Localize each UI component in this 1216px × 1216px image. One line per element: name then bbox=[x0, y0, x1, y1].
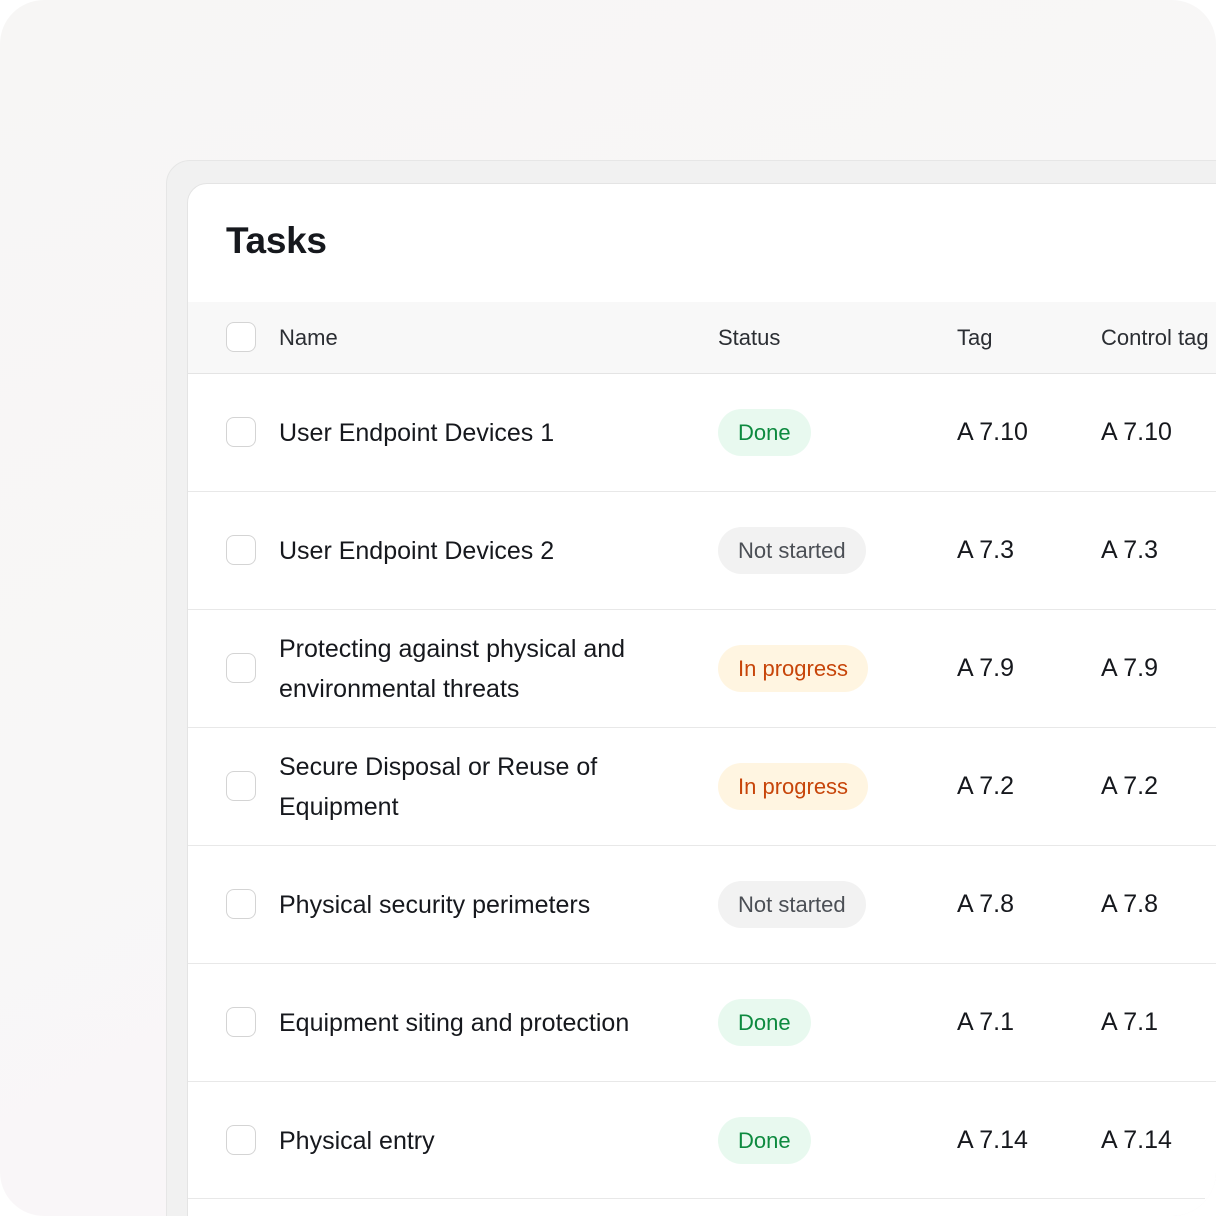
select-all-checkbox[interactable] bbox=[226, 322, 256, 352]
task-name[interactable]: Protecting against physical and environm… bbox=[279, 634, 626, 703]
task-tag: A 7.8 bbox=[957, 890, 1014, 918]
task-tag: A 7.9 bbox=[957, 654, 1014, 682]
row-checkbox[interactable] bbox=[226, 1125, 256, 1155]
table-row[interactable]: Equipment siting and protection Done A 7… bbox=[188, 964, 1216, 1082]
task-tag: A 7.2 bbox=[957, 772, 1014, 800]
table-divider bbox=[188, 1198, 1205, 1199]
column-header-control-tag[interactable]: Control tag bbox=[1101, 325, 1209, 350]
page-title: Tasks bbox=[226, 220, 327, 261]
task-control-tag: A 7.1 bbox=[1101, 1008, 1158, 1036]
status-badge: In progress bbox=[718, 763, 869, 810]
task-name[interactable]: Physical security perimeters bbox=[279, 890, 591, 919]
status-badge: Not started bbox=[718, 881, 866, 928]
task-name[interactable]: User Endpoint Devices 2 bbox=[279, 536, 555, 565]
task-list: User Endpoint Devices 1 Done A 7.10 A 7.… bbox=[188, 374, 1216, 1199]
status-badge: Done bbox=[718, 1117, 811, 1164]
task-name[interactable]: Physical entry bbox=[279, 1126, 435, 1155]
task-tag: A 7.1 bbox=[957, 1008, 1014, 1036]
table-header: Name Status Tag Control tag bbox=[188, 302, 1216, 374]
status-badge: In progress bbox=[718, 645, 869, 692]
task-control-tag: A 7.8 bbox=[1101, 890, 1158, 918]
table-row[interactable]: Protecting against physical and environm… bbox=[188, 610, 1216, 728]
row-checkbox[interactable] bbox=[226, 1007, 256, 1037]
task-tag: A 7.14 bbox=[957, 1126, 1028, 1154]
table-row[interactable]: User Endpoint Devices 1 Done A 7.10 A 7.… bbox=[188, 374, 1216, 492]
task-name[interactable]: User Endpoint Devices 1 bbox=[279, 418, 555, 447]
task-control-tag: A 7.3 bbox=[1101, 536, 1158, 564]
status-badge: Not started bbox=[718, 527, 866, 574]
row-checkbox[interactable] bbox=[226, 535, 256, 565]
table-row[interactable]: Physical security perimeters Not started… bbox=[188, 846, 1216, 964]
table-row[interactable]: Secure Disposal or Reuse of Equipment In… bbox=[188, 728, 1216, 846]
row-checkbox[interactable] bbox=[226, 417, 256, 447]
column-header-status[interactable]: Status bbox=[718, 325, 781, 350]
tasks-panel: Tasks Name Status Tag Control tag User E… bbox=[187, 183, 1216, 1216]
task-control-tag: A 7.10 bbox=[1101, 418, 1172, 446]
status-badge: Done bbox=[718, 409, 811, 456]
column-header-name[interactable]: Name bbox=[279, 325, 338, 350]
row-checkbox[interactable] bbox=[226, 771, 256, 801]
column-header-tag[interactable]: Tag bbox=[957, 325, 993, 350]
row-checkbox[interactable] bbox=[226, 653, 256, 683]
row-checkbox[interactable] bbox=[226, 889, 256, 919]
task-name[interactable]: Equipment siting and protection bbox=[279, 1008, 630, 1037]
task-name[interactable]: Secure Disposal or Reuse of Equipment bbox=[279, 752, 598, 821]
table-row[interactable]: User Endpoint Devices 2 Not started A 7.… bbox=[188, 492, 1216, 610]
task-tag: A 7.10 bbox=[957, 418, 1028, 446]
status-badge: Done bbox=[718, 999, 811, 1046]
table-row[interactable]: Physical entry Done A 7.14 A 7.14 bbox=[188, 1082, 1216, 1199]
task-control-tag: A 7.14 bbox=[1101, 1126, 1172, 1154]
task-tag: A 7.3 bbox=[957, 536, 1014, 564]
task-control-tag: A 7.9 bbox=[1101, 654, 1158, 682]
task-control-tag: A 7.2 bbox=[1101, 772, 1158, 800]
